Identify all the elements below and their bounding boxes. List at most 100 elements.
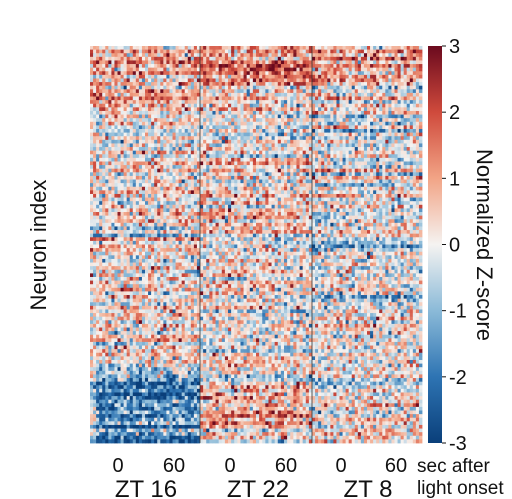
heatmap-cell [135, 392, 140, 397]
heatmap-cell [117, 82, 121, 87]
heatmap-cell [148, 414, 152, 419]
heatmap-cell [114, 165, 118, 170]
heatmap-cell [240, 110, 244, 115]
heatmap-cell [114, 197, 118, 202]
heatmap-cell [154, 338, 158, 343]
heatmap-cell [193, 392, 198, 397]
heatmap-cell [274, 64, 279, 69]
heatmap-cell [190, 331, 195, 336]
heatmap-cell [96, 309, 100, 314]
heatmap-cell [243, 107, 248, 112]
heatmap-cell [138, 172, 143, 177]
heatmap-cell [129, 237, 134, 242]
heatmap-cell [138, 157, 143, 162]
heatmap-cell [102, 222, 106, 227]
heatmap-cell [148, 435, 152, 440]
heatmap-cell [96, 125, 100, 130]
heatmap-cell [196, 154, 201, 159]
heatmap-cell [206, 118, 210, 123]
heatmap-cell [212, 85, 216, 90]
heatmap-cell [187, 125, 192, 130]
heatmap-cell [209, 100, 213, 105]
heatmap-cell [184, 147, 189, 152]
heatmap-cell [108, 276, 112, 281]
heatmap-cell [126, 414, 131, 419]
heatmap-cell [184, 161, 189, 166]
heatmap-cell [126, 114, 131, 119]
heatmap-cell [184, 316, 189, 321]
heatmap-cell [145, 396, 149, 401]
heatmap-cell [172, 248, 176, 253]
heatmap-cell [145, 74, 149, 79]
heatmap-cell [138, 92, 143, 97]
heatmap-cell [196, 266, 201, 271]
heatmap-cell [99, 190, 103, 195]
heatmap-cell [193, 262, 198, 267]
heatmap-cell [96, 56, 100, 61]
heatmap-cell [135, 118, 140, 123]
heatmap-cell [148, 71, 152, 76]
heatmap-cell [105, 165, 109, 170]
heatmap-cell [123, 168, 128, 173]
heatmap-cell [129, 190, 134, 195]
heatmap-cell [184, 78, 189, 83]
heatmap-cell [209, 96, 213, 101]
heatmap-cell [135, 338, 140, 343]
heatmap-cell [96, 262, 100, 267]
heatmap-cell [187, 114, 192, 119]
heatmap-cell [96, 341, 100, 346]
heatmap-cell [135, 46, 140, 51]
heatmap-cell [96, 392, 100, 397]
heatmap-cell [169, 309, 173, 314]
heatmap-cell [129, 367, 134, 372]
heatmap-cell [193, 327, 198, 332]
heatmap-cell [296, 60, 300, 65]
heatmap-cell [196, 255, 201, 260]
heatmap-cell [132, 46, 137, 51]
heatmap-cell [117, 154, 121, 159]
heatmap-cell [218, 82, 223, 87]
heatmap-cell [96, 121, 100, 126]
heatmap-cell [228, 139, 232, 144]
heatmap-cell [111, 96, 115, 101]
heatmap-cell [166, 215, 170, 220]
heatmap-cell [148, 190, 152, 195]
heatmap-cell [114, 172, 118, 177]
heatmap-cell [169, 56, 173, 61]
heatmap-cell [114, 237, 118, 242]
heatmap-cell [102, 295, 106, 300]
heatmap-cell [196, 341, 201, 346]
heatmap-cell [93, 222, 97, 227]
heatmap-cell [203, 49, 207, 54]
heatmap-cell [132, 331, 137, 336]
heatmap-cell [99, 435, 103, 440]
heatmap-cell [99, 378, 103, 383]
heatmap-cell [99, 78, 103, 83]
heatmap-cell [190, 341, 195, 346]
heatmap-cell [108, 406, 112, 411]
heatmap-cell [117, 323, 121, 328]
heatmap-cell [193, 240, 198, 245]
heatmap-cell [224, 107, 229, 112]
heatmap-cell [178, 53, 183, 58]
heatmap-cell [138, 266, 143, 271]
heatmap-cell [193, 60, 198, 65]
heatmap-cell [105, 150, 109, 155]
heatmap-cell [163, 417, 167, 422]
heatmap-cell [129, 424, 134, 429]
heatmap-cell [135, 215, 140, 220]
heatmap-cell [105, 396, 109, 401]
heatmap-cell [90, 56, 94, 61]
heatmap-cell [193, 78, 198, 83]
heatmap-cell [120, 352, 125, 357]
heatmap-cell [105, 64, 109, 69]
heatmap-cell [90, 114, 94, 119]
heatmap-cell [117, 85, 121, 90]
heatmap-cell [148, 103, 152, 108]
heatmap-cell [305, 85, 310, 90]
heatmap-cell [166, 67, 170, 72]
heatmap-cell [293, 92, 297, 97]
heatmap-cell [271, 132, 276, 137]
heatmap-cell [141, 273, 146, 278]
heatmap-cell [90, 338, 94, 343]
